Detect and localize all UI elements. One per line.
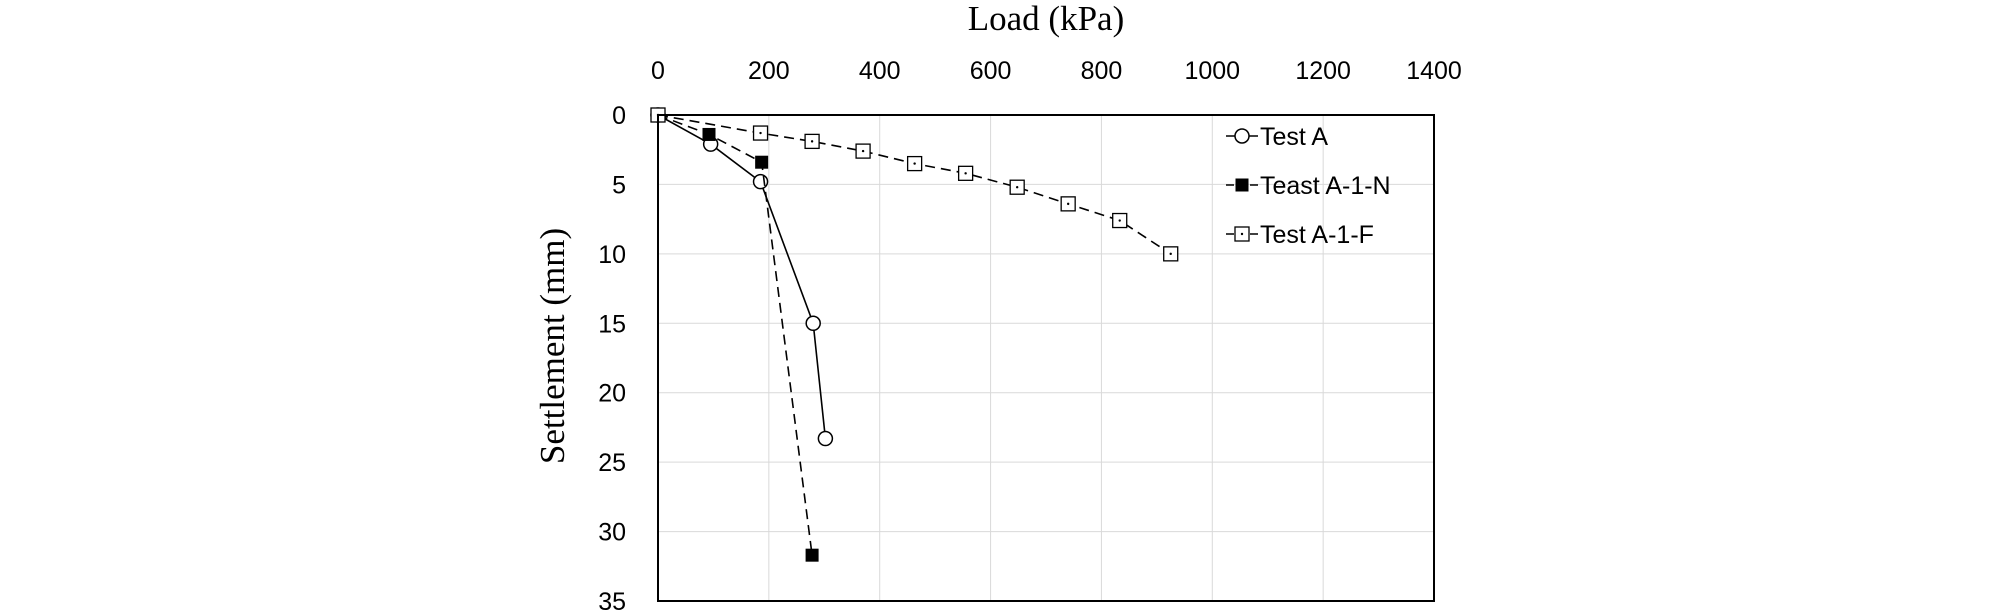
data-point: [805, 315, 821, 332]
y-tick-label: 25: [598, 449, 626, 477]
y-tick-label: 15: [598, 310, 626, 338]
legend-label: Test A: [1260, 123, 1328, 151]
legend-label: Test A-1-F: [1260, 221, 1374, 249]
data-point-dot: [1015, 186, 1019, 189]
data-point-dot: [810, 140, 814, 143]
plot-frame: [657, 114, 1435, 602]
y-tick-label: 30: [598, 519, 626, 547]
legend-marker-dot: [1240, 232, 1244, 236]
data-point-dot: [964, 172, 967, 175]
legend-marker: [1235, 178, 1249, 192]
data-point: [804, 133, 820, 150]
data-point-dot: [1118, 219, 1121, 222]
data-point: [1163, 246, 1179, 262]
x-tick-label: 1000: [1184, 57, 1240, 85]
y-axis-label: Settlement (mm): [533, 228, 572, 464]
data-point: [702, 127, 716, 141]
x-tick-label: 600: [970, 57, 1012, 85]
series-0: [650, 107, 834, 447]
x-tick-label: 1400: [1406, 57, 1462, 85]
x-tick-label: 0: [651, 57, 665, 85]
legend-marker: [1234, 226, 1250, 242]
data-point-dot: [1066, 202, 1070, 206]
data-point-dot: [1169, 252, 1172, 256]
series-layer: [650, 107, 1179, 562]
y-tick-label: 10: [598, 241, 626, 269]
data-point: [1009, 179, 1025, 195]
legend: Test A Teast A-1-N Test A-1-F: [1226, 123, 1391, 249]
legend-entry: Teast A-1-N: [1226, 172, 1391, 200]
data-point: [1112, 212, 1128, 229]
legend-entry: Test A-1-F: [1226, 221, 1374, 249]
data-point: [906, 155, 923, 172]
tick-layer: 0 200 400 600 800 1000 1200 1400 0 5 10 15 20 25 30 35: [598, 57, 1462, 614]
data-point-dot: [861, 149, 865, 153]
x-tick-label: 1200: [1295, 57, 1351, 85]
y-tick-label: 0: [612, 102, 626, 130]
y-tick-label: 5: [612, 171, 626, 199]
data-point: [805, 548, 819, 562]
data-point: [1060, 196, 1076, 212]
data-point-dot: [759, 131, 762, 135]
data-point: [755, 155, 769, 169]
legend-label: Teast A-1-N: [1260, 172, 1391, 200]
legend-marker: [1234, 128, 1250, 144]
data-point: [752, 173, 769, 190]
data-point: [855, 143, 871, 159]
legend-entry: Test A: [1226, 123, 1328, 151]
series-2: [650, 107, 1179, 262]
series-line: [657, 114, 813, 556]
x-tick-label: 800: [1081, 57, 1123, 85]
x-tick-label: 400: [859, 57, 901, 85]
y-tick-label: 35: [598, 588, 626, 614]
data-point: [957, 165, 974, 181]
series-line: [657, 114, 827, 439]
x-tick-label: 200: [748, 57, 790, 85]
series-1: [651, 108, 819, 562]
y-tick-label: 20: [598, 380, 626, 408]
series-line: [657, 114, 1172, 255]
data-point-dot: [913, 162, 916, 165]
x-axis-label: Load (kPa): [968, 0, 1124, 38]
data-point: [817, 430, 834, 447]
data-point: [752, 125, 769, 141]
